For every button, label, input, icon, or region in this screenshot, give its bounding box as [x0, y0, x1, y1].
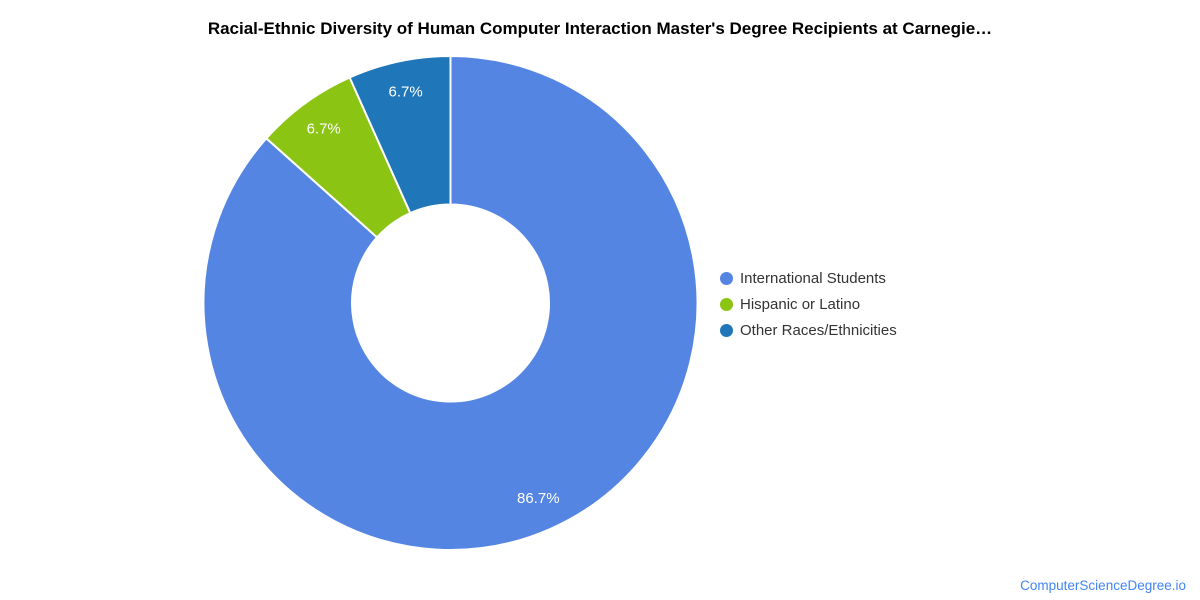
chart-title: Racial-Ethnic Diversity of Human Compute… [207, 19, 993, 38]
pie-slice-international-students[interactable] [202, 55, 699, 551]
legend-marker-icon [720, 297, 733, 311]
legend: International Students Hispanic or Latino… [720, 265, 897, 343]
watermark-link[interactable]: ComputerScienceDegree.io [1020, 578, 1186, 593]
legend-marker-icon [720, 271, 733, 285]
slice-label-international-students: 86.7% [517, 490, 560, 507]
legend-item-hispanic-or-latino[interactable]: Hispanic or Latino [720, 291, 897, 317]
legend-item-other-races-ethnicities[interactable]: Other Races/Ethnicities [720, 317, 897, 343]
legend-label: International Students [740, 269, 886, 287]
slice-label-other-races-ethnicities: 6.7% [389, 84, 423, 101]
pie-slice-other-races-ethnicities[interactable] [348, 55, 452, 215]
slice-label-hispanic-or-latino: 6.7% [307, 120, 341, 137]
legend-item-international-students[interactable]: International Students [720, 265, 897, 291]
legend-label: Hispanic or Latino [740, 295, 861, 313]
legend-label: Other Races/Ethnicities [740, 321, 897, 339]
legend-marker-icon [720, 323, 733, 337]
